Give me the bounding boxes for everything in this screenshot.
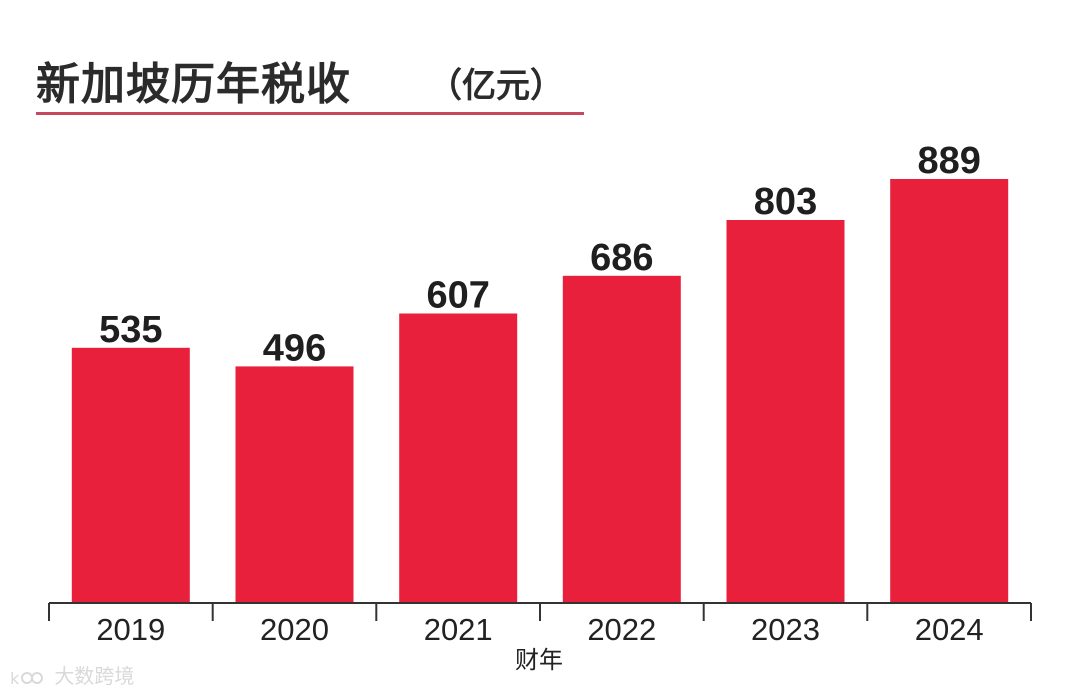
- x-tick-label-2022: 2022: [587, 612, 656, 647]
- logo-icon: k: [10, 669, 43, 688]
- value-label-2022: 686: [590, 237, 653, 279]
- bars-layer: [71, 179, 1009, 603]
- bar-2021: [399, 313, 518, 603]
- bar-2022: [562, 275, 681, 603]
- value-label-2019: 535: [99, 309, 162, 351]
- chart-title: 新加坡历年税收: [36, 59, 351, 110]
- watermark-text: 大数跨境: [54, 664, 135, 688]
- x-tick-label-2019: 2019: [96, 612, 165, 647]
- chart-title-block: 新加坡历年税收 （亿元）: [36, 40, 584, 116]
- bar-2023: [726, 220, 845, 603]
- bar-2024: [890, 179, 1009, 603]
- value-label-2021: 607: [426, 275, 489, 317]
- bar-2020: [235, 366, 354, 603]
- svg-text:k: k: [10, 669, 20, 688]
- chart-unit: （亿元）: [428, 66, 564, 106]
- x-tick-label-2020: 2020: [260, 612, 329, 647]
- x-tick-label-2021: 2021: [424, 612, 493, 647]
- bar-2019: [71, 347, 190, 603]
- value-labels-layer: 535 496 607 686 803 889: [99, 140, 981, 369]
- x-axis: 2019 2020 2021 2022 2023 2024: [48, 602, 1032, 647]
- x-tick-label-2023: 2023: [751, 612, 820, 647]
- value-label-2023: 803: [754, 181, 817, 223]
- x-axis-title: 财年: [515, 646, 563, 674]
- title-underline: [36, 112, 584, 115]
- x-tick-label-2024: 2024: [915, 612, 984, 647]
- value-label-2020: 496: [263, 327, 326, 369]
- watermark: k 大数跨境: [10, 660, 134, 689]
- value-label-2024: 889: [917, 140, 980, 182]
